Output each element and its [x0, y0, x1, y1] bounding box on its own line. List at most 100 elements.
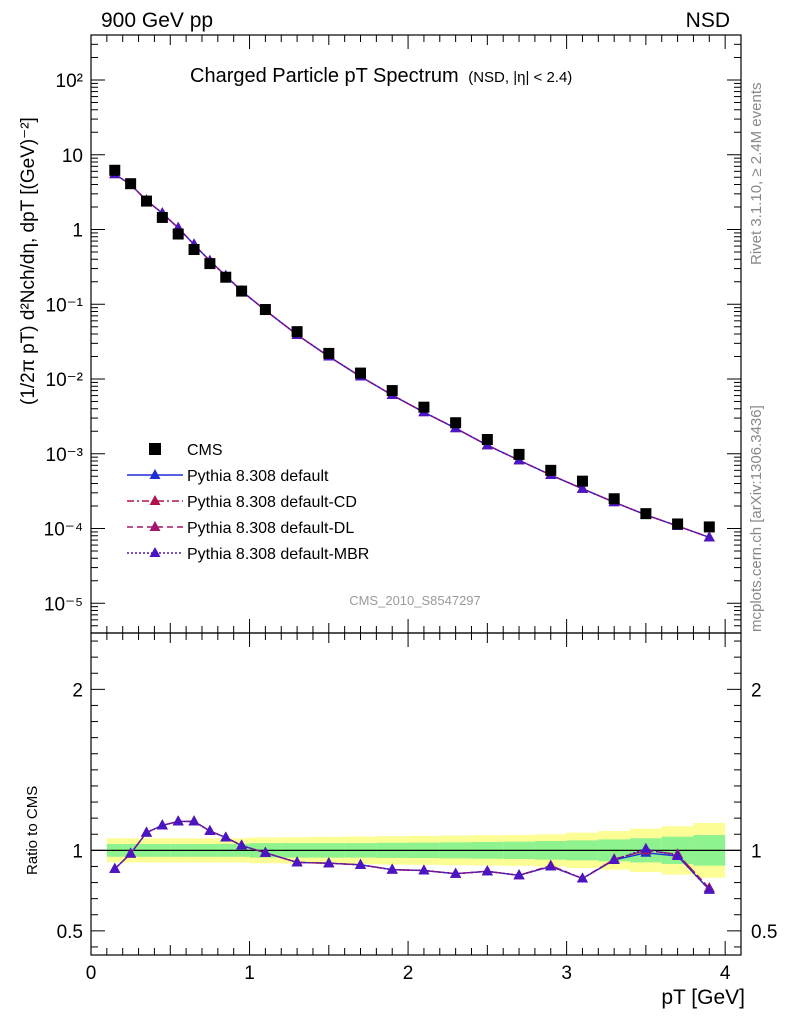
x-tick-label: 4	[720, 963, 731, 984]
ratio-point	[481, 865, 493, 876]
main-frame	[90, 34, 742, 634]
cms-data-point	[109, 164, 121, 176]
ratio-point	[236, 839, 248, 850]
ratio-point	[204, 825, 216, 836]
legend-label: Pythia 8.308 default-CD	[187, 494, 357, 511]
ratio-point	[259, 846, 271, 857]
mcplots-label: mcplots.cern.ch [arXiv:1306.3436]	[748, 405, 765, 632]
cms-data-point	[259, 304, 271, 316]
x-axis-label: pT [GeV]	[661, 986, 745, 1009]
cms-data-point	[172, 228, 184, 240]
ratio-point	[545, 860, 557, 871]
ratio-point	[450, 867, 462, 878]
cms-data-point	[481, 434, 493, 446]
y-tick-label: 10²	[56, 71, 83, 92]
legend-marker-cms	[149, 443, 161, 455]
legend-label: Pythia 8.308 default-MBR	[187, 546, 369, 563]
ratio-point	[386, 863, 398, 874]
ratio-plot-layer: 0.5 0.5 1 1 2 2 0 1 2 3 4	[57, 633, 777, 984]
cms-data-point	[220, 271, 232, 283]
ratio-point	[188, 815, 200, 826]
cms-data-point	[188, 244, 200, 256]
y-tick-label: 10⁻²	[46, 370, 84, 391]
ratio-frame	[90, 632, 742, 956]
main-subtitle: (NSD, |η| < 2.4)	[468, 69, 572, 86]
cms-data-point	[236, 285, 248, 297]
legend-marker	[149, 547, 161, 557]
cms-data-point	[640, 508, 652, 520]
cms-data-point	[140, 195, 152, 207]
y-tick-label: 10⁻⁴	[44, 520, 83, 541]
ratio-y-tick-label-right: 0.5	[751, 922, 777, 943]
ratio-point	[640, 842, 652, 853]
ratio-y-tick-label: 1	[72, 841, 83, 862]
main-y-axis-label: (1/2π pT) d²Nch/dη, dpT [(GeV)⁻²]	[18, 117, 39, 405]
cms-data-point	[513, 448, 525, 460]
legend: CMS Pythia 8.308 default Pythia 8.308 defa…	[127, 442, 369, 563]
cms-data-point	[576, 475, 588, 487]
ratio-point	[576, 872, 588, 883]
y-tick-label: 10⁻⁵	[44, 594, 83, 615]
y-tick-label: 10	[62, 146, 83, 167]
cms-data-point	[125, 178, 137, 190]
ratio-y-tick-label: 0.5	[57, 922, 83, 943]
y-tick-label: 10⁻¹	[46, 295, 84, 316]
ratio-point	[355, 858, 367, 869]
cms-data-point	[545, 464, 557, 476]
legend-label: Pythia 8.308 default-DL	[187, 520, 354, 537]
x-tick-label: 2	[403, 963, 414, 984]
ratio-point	[220, 831, 232, 842]
legend-label: Pythia 8.308 default	[187, 468, 329, 485]
cms-data-point	[323, 347, 335, 359]
main-title-text: Charged Particle pT Spectrum	[190, 65, 459, 87]
rivet-version-label: Rivet 3.1.10, ≥ 2.4M events	[748, 83, 765, 266]
ratio-point	[156, 819, 168, 830]
cms-data-point	[418, 401, 430, 413]
ratio-point	[323, 857, 335, 868]
ratio-point	[125, 847, 137, 858]
ratio-point	[608, 854, 620, 865]
legend-marker	[149, 521, 161, 531]
x-tick-label: 1	[244, 963, 255, 984]
x-tick-label: 3	[561, 963, 572, 984]
cms-data-point	[608, 493, 620, 505]
ratio-y-tick-label: 2	[72, 680, 83, 701]
legend-marker	[149, 469, 161, 479]
cms-data-point	[450, 417, 462, 429]
ratio-y-axis-label: Ratio to CMS	[24, 786, 41, 875]
y-tick-label: 10⁻³	[46, 445, 84, 466]
ratio-series-line-4	[114, 820, 710, 891]
legend-marker	[149, 495, 161, 505]
ratio-point	[172, 815, 184, 826]
mc-point	[576, 482, 588, 493]
x-tick-label: 0	[86, 963, 97, 984]
ratio-y-tick-label-right: 2	[751, 680, 762, 701]
header-left-label: 900 GeV pp	[101, 9, 213, 32]
main-panel: 10² 10 1 10⁻¹ 10⁻² 10⁻³ 10⁻⁴ 10⁻⁵ Charged Parti…	[18, 34, 742, 634]
y-tick-label: 1	[72, 221, 83, 242]
ratio-point	[291, 856, 303, 867]
legend-label: CMS	[187, 442, 223, 459]
cms-data-point	[291, 326, 303, 338]
cms-data-point	[672, 518, 684, 530]
cms-data-point	[386, 385, 398, 397]
main-plot-layer: 10² 10 1 10⁻¹ 10⁻² 10⁻³ 10⁻⁴ 10⁻⁵	[44, 34, 741, 634]
ratio-point	[513, 869, 525, 880]
ratio-point	[418, 864, 430, 875]
mc-point	[703, 531, 715, 542]
ratio-point	[140, 826, 152, 837]
cms-data-point	[703, 521, 715, 533]
ratio-panel: 0.5 0.5 1 1 2 2 0 1 2 3 4 Ratio to CMS pT [GeV]	[24, 632, 777, 1009]
ratio-y-tick-label-right: 1	[751, 841, 762, 862]
cms-data-point	[156, 211, 168, 223]
series-line-4	[114, 173, 710, 539]
cms-data-point	[355, 367, 367, 379]
ratio-point	[703, 883, 715, 894]
main-title: Charged Particle pT Spectrum (NSD, |η| <…	[190, 65, 572, 87]
watermark-label: CMS_2010_S8547297	[349, 593, 481, 608]
ratio-point	[672, 849, 684, 860]
ratio-point	[109, 862, 121, 873]
cms-data-point	[204, 258, 216, 270]
header-right-label: NSD	[686, 9, 730, 32]
